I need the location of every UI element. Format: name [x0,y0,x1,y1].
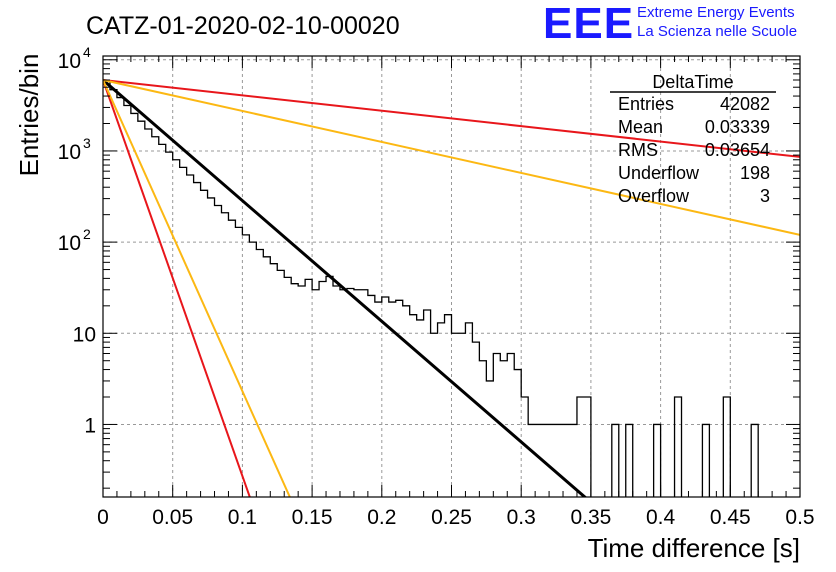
y-tick-exponent: 4 [83,44,91,60]
stats-value-underflow: 198 [740,163,770,183]
x-tick-label: 0.15 [292,506,333,529]
chart-title: CATZ-01-2020-02-10-00020 [86,12,400,40]
x-tick-label: 0.45 [710,506,751,529]
x-tick-label: 0.2 [367,506,396,529]
y-tick-exponent: 3 [83,135,91,151]
stats-value-overflow: 3 [760,186,770,206]
fit-curve [103,79,291,497]
stats-label-rms: RMS [618,140,658,160]
x-tick-label: 0.5 [785,506,814,529]
fit-curve [103,79,251,497]
fit-curves [103,78,800,497]
fit-curve [103,79,800,158]
fit-curve [103,78,588,497]
x-tick-label: 0.4 [646,506,676,529]
x-tick-labels: 0 0.05 0.1 0.15 0.2 0.25 0.3 0.35 0.4 0.45 0.5 [97,506,814,529]
x-tick-label: 0.25 [431,506,472,529]
stats-label-underflow: Underflow [618,163,700,183]
y-tick-label: 10 [58,141,81,164]
axis-ticks [102,56,801,497]
x-axis-label: Time difference [s] [588,533,800,563]
stats-value-entries: 42082 [720,94,770,114]
gridlines [103,56,800,497]
stats-box: DeltaTime Entries 42082 Mean 0.03339 RMS… [610,72,776,206]
logo-line-1: Extreme Energy Events [637,4,795,21]
histogram-series [103,80,759,497]
fit-curve [103,79,800,236]
y-tick-label: 10 [58,50,81,73]
x-tick-label: 0.1 [228,506,257,529]
x-tick-label: 0.05 [152,506,193,529]
logo-line-2: La Scienza nelle Scuole [637,23,798,40]
y-tick-label: 1 [84,414,96,437]
stats-value-mean: 0.03339 [705,117,770,137]
stats-label-mean: Mean [618,117,663,137]
stats-label-overflow: Overflow [618,186,690,206]
y-tick-label: 10 [73,323,96,346]
stats-value-rms: 0.03654 [705,140,770,160]
stats-label-entries: Entries [618,94,674,114]
stats-title: DeltaTime [652,72,733,92]
histogram-step-line [103,80,759,497]
y-tick-exponent: 2 [83,226,91,242]
y-axis-label: Entries/bin [14,54,44,177]
x-tick-label: 0.3 [507,506,536,529]
x-tick-label: 0 [97,506,109,529]
eee-logo-mark: EEE [543,0,635,48]
y-tick-label: 10 [58,232,81,255]
x-tick-label: 0.35 [570,506,611,529]
